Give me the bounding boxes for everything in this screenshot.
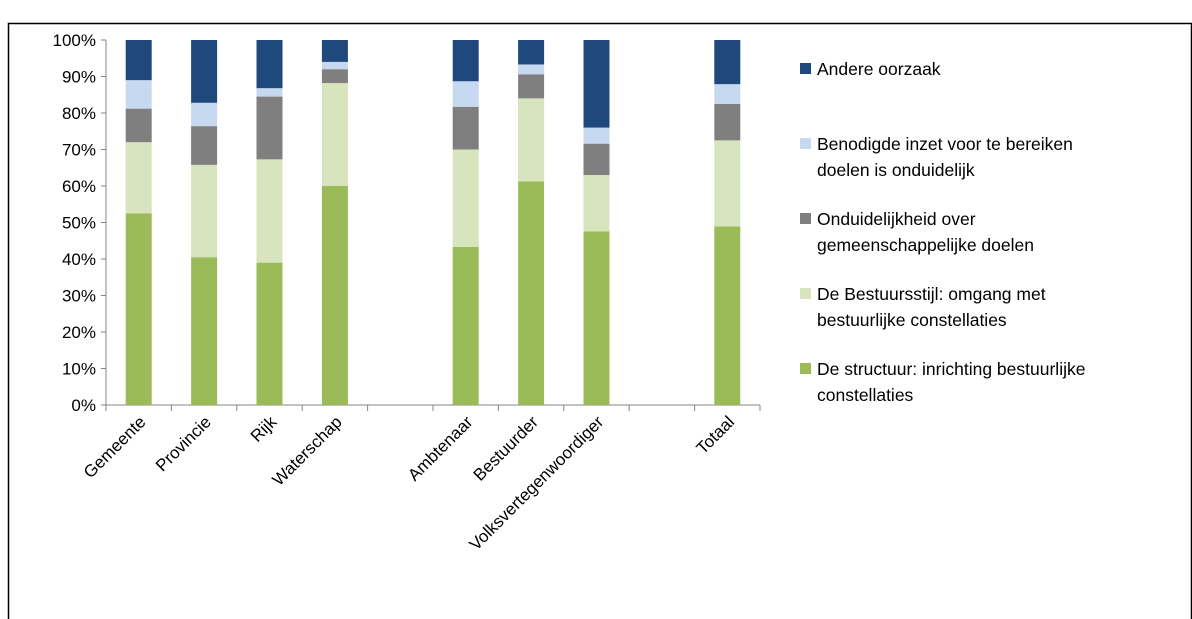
legend-label-onduidelijkheid-over-gemeenschappelijke-doelen: Onduidelijkheid over gemeenschappelijke d… xyxy=(817,209,1034,255)
y-tick-label: 30% xyxy=(62,287,96,306)
legend-line: Onduidelijkheid over xyxy=(817,209,976,229)
bar-gemeente-andere-oorzaak xyxy=(125,40,152,81)
y-tick-label: 100% xyxy=(53,31,96,50)
bar-ambtenaar-benodigde-inzet-voor-te-bereiken-doelen-is-onduidelijk xyxy=(452,81,479,107)
legend-line: De structuur: inrichting bestuurlijke xyxy=(817,359,1085,379)
legend-line: Benodigde inzet voor te bereiken xyxy=(817,134,1073,154)
y-tick-label: 80% xyxy=(62,104,96,123)
bar-bestuurder-andere-oorzaak xyxy=(518,40,545,65)
bar-ambtenaar-de-structuur-inrichting-bestuurlijke-constellaties xyxy=(452,246,479,405)
bar-provincie-benodigde-inzet-voor-te-bereiken-doelen-is-onduidelijk xyxy=(191,102,218,127)
bar-totaal-de-bestuursstijl-omgang-met-bestuurlijke-constellaties xyxy=(714,140,741,227)
legend-line: Andere oorzaak xyxy=(817,59,941,79)
legend-line: constellaties xyxy=(817,385,914,405)
legend-line: gemeenschappelijke doelen xyxy=(817,235,1034,255)
y-tick-label: 10% xyxy=(62,360,96,379)
y-tick-label: 20% xyxy=(62,323,96,342)
legend-swatch-de-structuur-inrichting-bestuurlijke-constellaties xyxy=(800,363,811,374)
legend-label-andere-oorzaak: Andere oorzaak xyxy=(817,59,941,79)
bar-ambtenaar-de-bestuursstijl-omgang-met-bestuurlijke-constellaties xyxy=(452,149,479,247)
bar-ambtenaar-onduidelijkheid-over-gemeenschappelijke-doelen xyxy=(452,106,479,150)
y-tick-label: 40% xyxy=(62,250,96,269)
legend-swatch-andere-oorzaak xyxy=(800,63,811,74)
bar-rijk-benodigde-inzet-voor-te-bereiken-doelen-is-onduidelijk xyxy=(256,88,283,97)
legend-swatch-de-bestuursstijl-omgang-met-bestuurlijke-constellaties xyxy=(800,288,811,299)
bars xyxy=(125,40,741,405)
bar-ambtenaar-andere-oorzaak xyxy=(452,40,479,82)
bar-waterschap-onduidelijkheid-over-gemeenschappelijke-doelen xyxy=(321,69,348,84)
bar-gemeente-de-bestuursstijl-omgang-met-bestuurlijke-constellaties xyxy=(125,142,152,214)
bar-bestuurder-de-bestuursstijl-omgang-met-bestuurlijke-constellaties xyxy=(518,98,545,182)
bar-gemeente-benodigde-inzet-voor-te-bereiken-doelen-is-onduidelijk xyxy=(125,80,152,109)
bar-totaal-andere-oorzaak xyxy=(714,40,741,85)
bar-provincie-onduidelijkheid-over-gemeenschappelijke-doelen xyxy=(191,126,218,165)
legend: Andere oorzaak Benodigde inzet voor te be… xyxy=(800,59,1085,405)
bar-rijk-de-structuur-inrichting-bestuurlijke-constellaties xyxy=(256,262,283,405)
bar-waterschap-de-bestuursstijl-omgang-met-bestuurlijke-constellaties xyxy=(321,83,348,186)
bar-totaal-benodigde-inzet-voor-te-bereiken-doelen-is-onduidelijk xyxy=(714,84,741,104)
bar-rijk-de-bestuursstijl-omgang-met-bestuurlijke-constellaties xyxy=(256,159,283,263)
bar-volksvertegenwoordiger-onduidelijkheid-over-gemeenschappelijke-doelen xyxy=(583,143,610,176)
y-tick-label: 50% xyxy=(62,214,96,233)
bar-bestuurder-benodigde-inzet-voor-te-bereiken-doelen-is-onduidelijk xyxy=(518,64,545,75)
y-tick-label: 70% xyxy=(62,141,96,160)
bar-waterschap-de-structuur-inrichting-bestuurlijke-constellaties xyxy=(321,186,348,405)
bar-volksvertegenwoordiger-andere-oorzaak xyxy=(583,40,610,128)
y-tick-label: 0% xyxy=(71,396,96,415)
bar-provincie-de-structuur-inrichting-bestuurlijke-constellaties xyxy=(191,257,218,405)
bar-waterschap-andere-oorzaak xyxy=(321,40,348,62)
bar-gemeente-de-structuur-inrichting-bestuurlijke-constellaties xyxy=(125,213,152,405)
y-tick-label: 90% xyxy=(62,68,96,87)
legend-swatch-benodigde-inzet-voor-te-bereiken-doelen-is-onduidelijk xyxy=(800,138,811,149)
legend-line: bestuurlijke constellaties xyxy=(817,310,1007,330)
bar-totaal-de-structuur-inrichting-bestuurlijke-constellaties xyxy=(714,226,741,405)
y-tick-label: 60% xyxy=(62,177,96,196)
legend-label-de-bestuursstijl-omgang-met-bestuurlijke-constellaties: De Bestuursstijl: omgang met bestuurlijke… xyxy=(817,284,1046,330)
legend-line: De Bestuursstijl: omgang met xyxy=(817,284,1046,304)
legend-label-benodigde-inzet-voor-te-bereiken-doelen-is-onduidelijk: Benodigde inzet voor te bereiken doelen i… xyxy=(817,134,1073,180)
bar-totaal-onduidelijkheid-over-gemeenschappelijke-doelen xyxy=(714,103,741,141)
bar-volksvertegenwoordiger-benodigde-inzet-voor-te-bereiken-doelen-is-onduidelijk xyxy=(583,127,610,144)
bar-bestuurder-onduidelijkheid-over-gemeenschappelijke-doelen xyxy=(518,74,545,99)
bar-volksvertegenwoordiger-de-bestuursstijl-omgang-met-bestuurlijke-constellaties xyxy=(583,175,610,232)
bar-provincie-andere-oorzaak xyxy=(191,40,218,103)
bar-bestuurder-de-structuur-inrichting-bestuurlijke-constellaties xyxy=(518,181,545,405)
bar-rijk-andere-oorzaak xyxy=(256,40,283,89)
legend-line: doelen is onduidelijk xyxy=(817,160,975,180)
bar-waterschap-benodigde-inzet-voor-te-bereiken-doelen-is-onduidelijk xyxy=(321,61,348,70)
bar-provincie-de-bestuursstijl-omgang-met-bestuurlijke-constellaties xyxy=(191,164,218,258)
legend-label-de-structuur-inrichting-bestuurlijke-constellaties: De structuur: inrichting bestuurlijke con… xyxy=(817,359,1085,405)
bar-rijk-onduidelijkheid-over-gemeenschappelijke-doelen xyxy=(256,96,283,160)
legend-swatch-onduidelijkheid-over-gemeenschappelijke-doelen xyxy=(800,213,811,224)
bar-volksvertegenwoordiger-de-structuur-inrichting-bestuurlijke-constellaties xyxy=(583,231,610,405)
bar-gemeente-onduidelijkheid-over-gemeenschappelijke-doelen xyxy=(125,108,152,143)
